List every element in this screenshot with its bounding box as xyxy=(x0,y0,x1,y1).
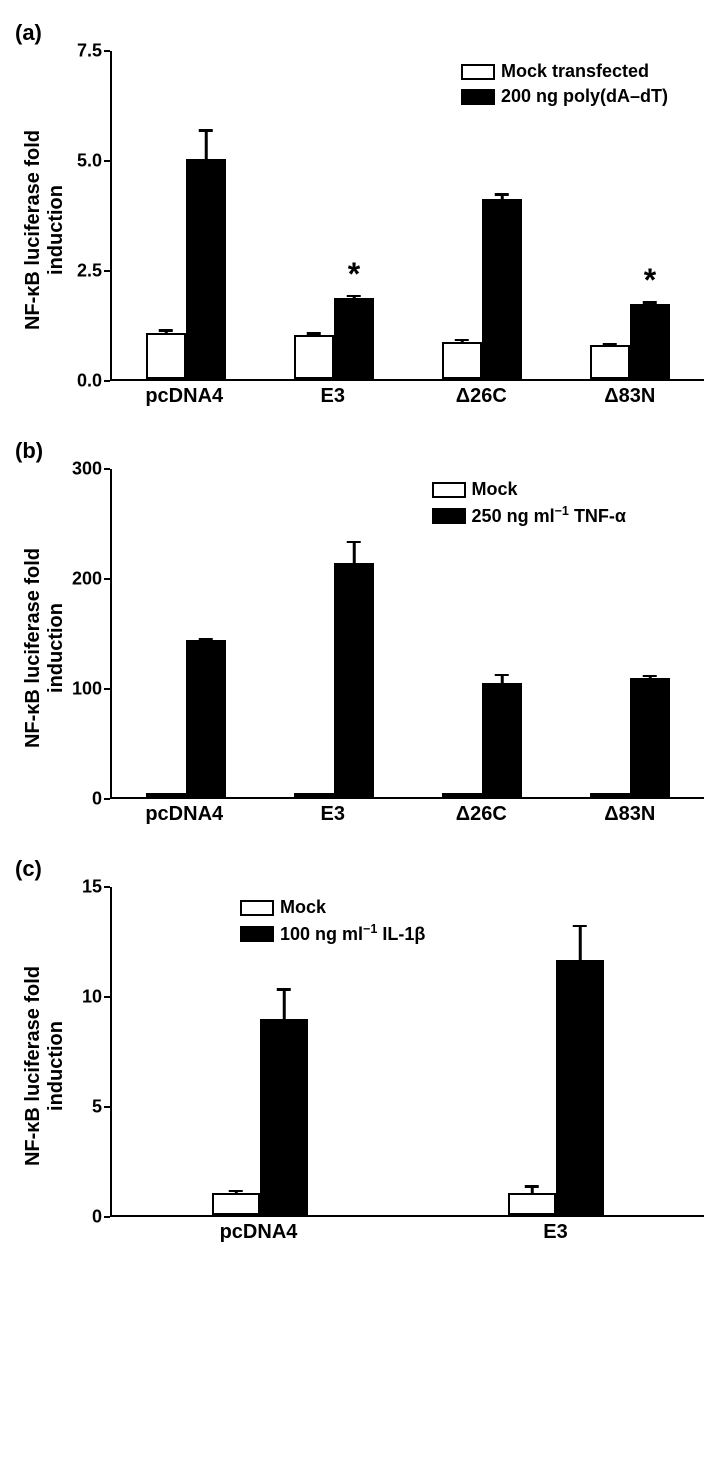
panel-c: (c) NF-κB luciferase fold induction 0510… xyxy=(10,856,704,1244)
xtick-label: pcDNA4 xyxy=(110,1221,407,1244)
bar xyxy=(442,51,482,379)
bar-group xyxy=(260,469,408,797)
panel-b-yaxis: 0100200300 xyxy=(60,469,110,799)
ytick-label: 100 xyxy=(72,679,102,700)
bar xyxy=(508,887,556,1215)
xtick-label: Δ26C xyxy=(407,803,556,826)
bar xyxy=(442,469,482,797)
ytick-label: 0 xyxy=(92,1207,102,1228)
bar xyxy=(186,51,226,379)
xtick-label: pcDNA4 xyxy=(110,803,259,826)
panel-b-plot: Mock 250 ng ml−1 TNF-α xyxy=(110,469,704,799)
bar-group xyxy=(408,469,556,797)
xtick-label: E3 xyxy=(259,803,408,826)
bar xyxy=(590,51,630,379)
xtick-label: Δ83N xyxy=(556,385,705,408)
ytick-label: 10 xyxy=(82,987,102,1008)
bar xyxy=(260,887,308,1215)
ytick-label: 0 xyxy=(92,789,102,810)
panel-a-plot: Mock transfected 200 ng poly(dA–dT) ** xyxy=(110,51,704,381)
bar xyxy=(146,51,186,379)
ytick-label: 300 xyxy=(72,459,102,480)
bar xyxy=(186,469,226,797)
panel-c-chart: NF-κB luciferase fold induction 051015 M… xyxy=(10,887,704,1244)
panel-a-yaxis: 0.02.55.07.5 xyxy=(60,51,110,381)
bar xyxy=(294,469,334,797)
bar xyxy=(556,887,604,1215)
panel-a-chart: NF-κB luciferase fold induction 0.02.55.… xyxy=(10,51,704,408)
ytick-label: 5 xyxy=(92,1097,102,1118)
bar-group xyxy=(408,887,704,1215)
ytick-label: 200 xyxy=(72,569,102,590)
bar-group xyxy=(556,469,704,797)
xtick-label: E3 xyxy=(407,1221,704,1244)
panel-a-xaxis: pcDNA4E3Δ26CΔ83N xyxy=(110,381,704,408)
bar xyxy=(630,469,670,797)
panel-b: (b) NF-κB luciferase fold induction 0100… xyxy=(10,438,704,826)
panel-b-xaxis: pcDNA4E3Δ26CΔ83N xyxy=(110,799,704,826)
bar xyxy=(212,887,260,1215)
xtick-label: Δ83N xyxy=(556,803,705,826)
xtick-label: Δ26C xyxy=(407,385,556,408)
bar xyxy=(146,469,186,797)
bar-group: * xyxy=(556,51,704,379)
bar: * xyxy=(334,51,374,379)
bar xyxy=(482,469,522,797)
bar xyxy=(294,51,334,379)
bar-group xyxy=(112,51,260,379)
bar-group xyxy=(408,51,556,379)
ytick-label: 7.5 xyxy=(77,41,102,62)
ytick-label: 0.0 xyxy=(77,371,102,392)
bar-group xyxy=(112,469,260,797)
panel-c-xaxis: pcDNA4E3 xyxy=(110,1217,704,1244)
panel-c-yaxis: 051015 xyxy=(60,887,110,1217)
panel-a-label: (a) xyxy=(15,20,704,46)
panel-a: (a) NF-κB luciferase fold induction 0.02… xyxy=(10,20,704,408)
significance-star-icon: * xyxy=(644,262,656,299)
panel-c-label: (c) xyxy=(15,856,704,882)
bar xyxy=(334,469,374,797)
xtick-label: pcDNA4 xyxy=(110,385,259,408)
ytick-label: 15 xyxy=(82,877,102,898)
bar-group: * xyxy=(260,51,408,379)
bar: * xyxy=(630,51,670,379)
ytick-label: 5.0 xyxy=(77,151,102,172)
significance-star-icon: * xyxy=(348,256,360,293)
bar-group xyxy=(112,887,408,1215)
bar xyxy=(482,51,522,379)
panel-b-chart: NF-κB luciferase fold induction 01002003… xyxy=(10,469,704,826)
panel-c-plot: Mock 100 ng ml−1 IL-1β xyxy=(110,887,704,1217)
ytick-label: 2.5 xyxy=(77,261,102,282)
bar xyxy=(590,469,630,797)
xtick-label: E3 xyxy=(259,385,408,408)
panel-b-label: (b) xyxy=(15,438,704,464)
